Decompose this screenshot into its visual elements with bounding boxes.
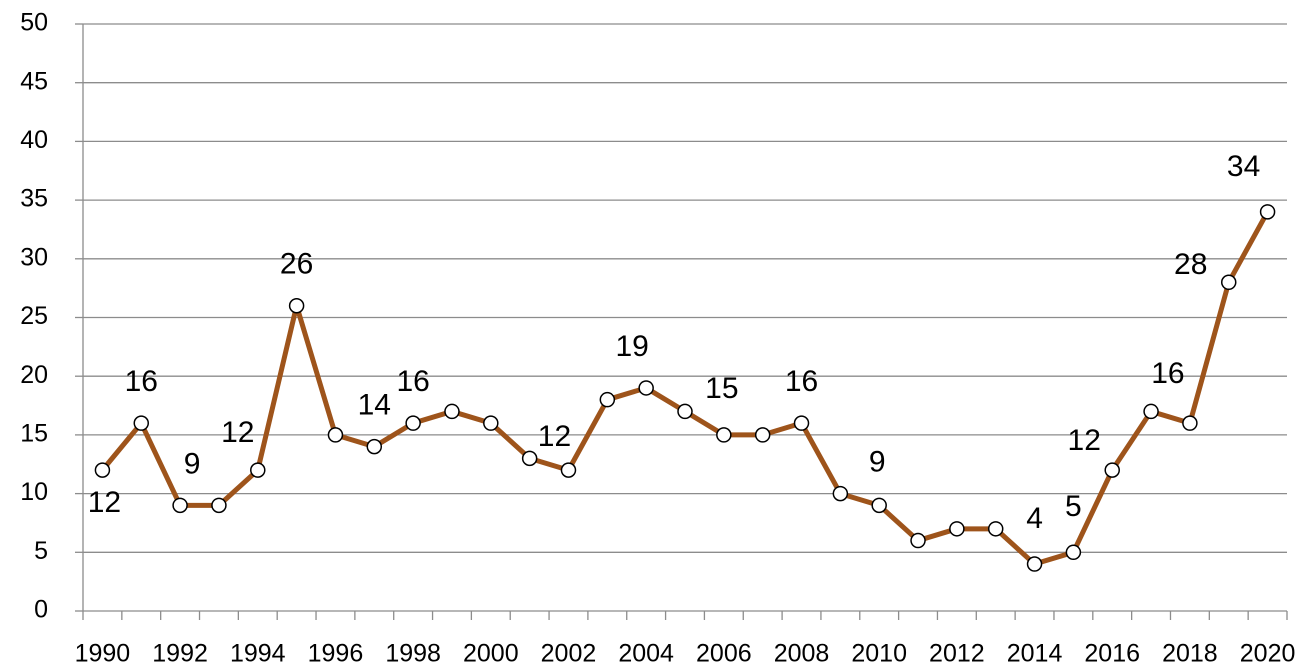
data-point (599, 391, 616, 408)
data-point (793, 415, 810, 431)
y-tick-label: 10 (20, 478, 48, 506)
data-label: 12 (1068, 424, 1101, 457)
x-tick-label: 1990 (75, 640, 131, 668)
x-tick-label: 2016 (1084, 640, 1140, 668)
data-label: 12 (221, 416, 254, 449)
data-label: 4 (1026, 502, 1043, 535)
data-label: 16 (785, 365, 818, 398)
data-label: 16 (1151, 357, 1184, 390)
data-point (366, 438, 383, 455)
data-point (754, 427, 771, 443)
data-point (483, 415, 499, 431)
x-tick-label: 2020 (1240, 640, 1296, 668)
x-tick-label: 1994 (230, 640, 286, 668)
y-tick-label: 25 (20, 302, 48, 330)
y-tick-label: 5 (34, 537, 48, 565)
x-tick-label: 2002 (541, 640, 597, 668)
data-point (1065, 544, 1082, 561)
data-label: 26 (280, 248, 313, 281)
data-point (638, 380, 654, 396)
data-point (133, 415, 150, 431)
y-tick-label: 30 (20, 243, 48, 271)
data-point (677, 403, 693, 420)
data-line (100, 210, 1270, 567)
data-point (327, 427, 344, 443)
data-point (211, 497, 227, 514)
data-point (987, 521, 1004, 537)
y-tick-label: 15 (20, 420, 48, 448)
data-point (1259, 204, 1276, 220)
data-label: 12 (538, 420, 571, 453)
y-tick-label: 40 (20, 126, 48, 154)
data-point (172, 497, 188, 514)
y-tick-label: 50 (20, 9, 48, 37)
data-label: 28 (1174, 248, 1207, 281)
x-tick-label: 1998 (385, 640, 441, 668)
data-label: 34 (1227, 150, 1260, 183)
x-tick-label: 2014 (1007, 640, 1063, 668)
data-label: 15 (705, 372, 738, 405)
data-point (560, 462, 577, 478)
data-point (288, 298, 305, 314)
x-tick-label: 1996 (308, 640, 364, 668)
data-point (1220, 274, 1237, 291)
data-point (716, 427, 732, 443)
data-label: 16 (396, 365, 429, 398)
data-point (250, 462, 266, 478)
y-tick-label: 35 (20, 185, 48, 213)
data-point (1182, 415, 1198, 431)
data-label: 16 (125, 365, 158, 398)
x-tick-label: 2006 (696, 640, 752, 668)
data-point (832, 485, 849, 502)
y-tick-label: 45 (20, 67, 48, 95)
data-point (910, 532, 926, 549)
x-tick-label: 2000 (463, 640, 519, 668)
x-tick-label: 1992 (152, 640, 208, 668)
data-point (949, 521, 965, 537)
data-point (405, 415, 421, 431)
data-label: 5 (1065, 490, 1082, 523)
data-point (521, 450, 538, 467)
y-tick-label: 20 (20, 361, 48, 389)
data-point (871, 497, 887, 514)
data-point (1026, 556, 1043, 572)
data-label: 9 (869, 445, 886, 478)
data-label: 12 (88, 486, 121, 519)
data-point (444, 403, 460, 420)
data-label: 9 (184, 447, 201, 480)
x-tick-label: 2008 (774, 640, 830, 668)
y-tick-label: 0 (34, 596, 48, 624)
data-point (1143, 403, 1159, 420)
x-tick-label: 2004 (618, 640, 674, 668)
data-label: 14 (358, 389, 391, 422)
data-point (1104, 462, 1120, 478)
x-tick-label: 2010 (851, 640, 907, 668)
x-tick-label: 2012 (929, 640, 985, 668)
data-label: 19 (615, 330, 648, 363)
data-point (94, 462, 111, 478)
x-tick-label: 2018 (1162, 640, 1218, 668)
